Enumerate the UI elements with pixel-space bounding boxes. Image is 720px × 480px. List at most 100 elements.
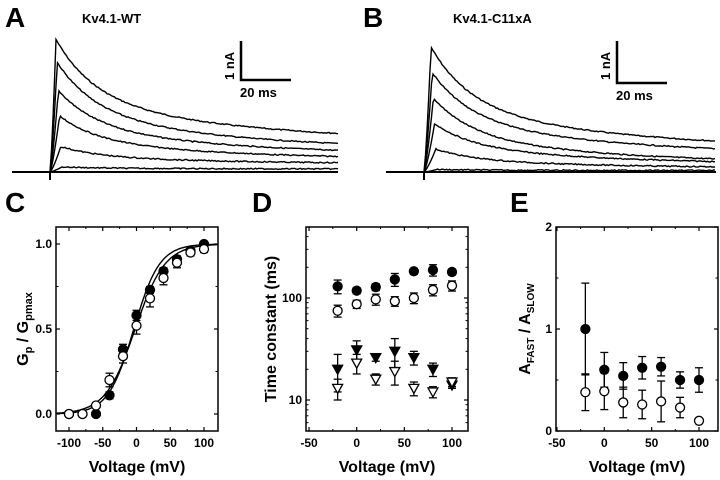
x-tick-label: 50 bbox=[164, 436, 178, 450]
open-triangle-marker bbox=[369, 374, 382, 386]
scale-bar-a: 1 nA 20 ms bbox=[222, 41, 291, 100]
x-tick-label: 0 bbox=[133, 436, 140, 450]
scale-bar-b-current-label: 1 nA bbox=[598, 51, 613, 80]
panel-letter-e: E bbox=[510, 187, 529, 218]
open-circle-marker bbox=[637, 399, 648, 410]
filled-circle-marker bbox=[104, 390, 115, 401]
open-circle-marker bbox=[198, 243, 210, 255]
open-circle-marker bbox=[427, 284, 439, 296]
current-trace bbox=[423, 97, 716, 173]
open-circle-marker bbox=[389, 296, 400, 307]
filled-triangle-marker bbox=[350, 345, 363, 357]
current-trace bbox=[49, 60, 339, 173]
open-triangle-marker bbox=[331, 383, 344, 395]
panel-b-traces bbox=[386, 45, 716, 180]
panel-c-chart: -100 -50 0 50 100 0.0 0.5 1.0 Gp / Gpmax Voltag… bbox=[15, 226, 219, 476]
open-triangle-marker bbox=[350, 358, 363, 370]
filled-circle-marker bbox=[637, 362, 648, 373]
x-tick-label: -50 bbox=[300, 436, 318, 450]
current-trace bbox=[49, 36, 339, 173]
current-trace bbox=[49, 89, 339, 173]
filled-circle-marker bbox=[351, 285, 362, 296]
open-circle-marker bbox=[674, 402, 686, 413]
scale-bar-a-current-label: 1 nA bbox=[222, 51, 237, 80]
panel-letter-d: D bbox=[252, 187, 272, 218]
open-circle-marker bbox=[370, 294, 381, 305]
y-tick-label: 1 bbox=[545, 322, 552, 336]
x-tick-label: 100 bbox=[194, 436, 214, 450]
filled-circle-marker bbox=[332, 281, 343, 292]
filled-circle-marker bbox=[693, 374, 705, 386]
filled-circle-marker bbox=[655, 361, 667, 372]
open-circle-marker bbox=[185, 247, 196, 258]
open-circle-marker bbox=[446, 280, 458, 291]
open-circle-marker bbox=[77, 408, 88, 420]
open-circle-marker bbox=[63, 408, 75, 420]
open-circle-marker bbox=[117, 351, 129, 362]
x-tick-label: 100 bbox=[689, 436, 709, 450]
y-tick-label: 2 bbox=[545, 220, 552, 234]
panel-d-chart: -50 0 50 100 10 100 Time constant (ms) Voltag… bbox=[263, 226, 469, 476]
open-circle-marker bbox=[655, 396, 667, 407]
scale-bar-a-lines bbox=[239, 41, 291, 82]
x-tick-label: 100 bbox=[442, 436, 462, 450]
panel-d-frame bbox=[305, 226, 469, 432]
panel-d-ylabel: Time constant (ms) bbox=[263, 256, 280, 402]
panel-c-ylabel: Gp / Gpmax bbox=[15, 291, 35, 366]
panel-letter-c: C bbox=[5, 187, 25, 218]
x-tick-label: -50 bbox=[94, 436, 112, 450]
filled-circle-marker bbox=[618, 370, 629, 382]
y-tick-label: 100 bbox=[282, 291, 302, 305]
filled-circle-marker bbox=[580, 323, 591, 335]
y-tick-label: 1.0 bbox=[35, 237, 52, 251]
panel-d-xlabel: Voltage (mV) bbox=[339, 459, 436, 476]
x-tick-label: -100 bbox=[57, 436, 81, 450]
x-tick-label: 50 bbox=[398, 436, 412, 450]
filled-triangle-marker bbox=[407, 353, 420, 365]
filled-circle-marker bbox=[408, 266, 420, 277]
x-tick-label: -50 bbox=[548, 436, 566, 450]
open-circle-marker bbox=[332, 305, 343, 316]
filled-circle-marker bbox=[674, 374, 686, 386]
filled-circle-marker bbox=[389, 274, 400, 285]
x-tick-label: 0 bbox=[601, 436, 608, 450]
open-circle-marker bbox=[144, 293, 156, 304]
scale-bar-b-lines bbox=[615, 41, 667, 85]
open-circle-marker bbox=[104, 374, 115, 386]
current-trace bbox=[423, 147, 716, 173]
current-trace bbox=[423, 45, 715, 173]
current-trace bbox=[423, 123, 716, 173]
filled-triangle-marker bbox=[369, 353, 382, 365]
y-tick-label: 0 bbox=[545, 424, 552, 438]
filled-circle-marker bbox=[90, 408, 102, 420]
open-circle-marker bbox=[90, 400, 102, 411]
filled-triangle-marker bbox=[388, 346, 401, 358]
panel-e-ylabel: AFAST / ASLOW bbox=[517, 283, 537, 375]
open-circle-marker bbox=[158, 272, 169, 284]
open-triangle-marker bbox=[445, 377, 459, 389]
open-circle-marker bbox=[693, 415, 705, 426]
scale-bar-b-time-label: 20 ms bbox=[616, 88, 653, 103]
filled-circle-marker bbox=[427, 264, 439, 276]
open-circle-marker bbox=[580, 387, 591, 398]
open-triangle-marker bbox=[407, 383, 420, 395]
scale-bar-b: 1 nA 20 ms bbox=[598, 41, 667, 103]
open-circle-marker bbox=[408, 292, 420, 304]
current-trace bbox=[49, 166, 339, 173]
y-tick-label: 0.5 bbox=[35, 322, 52, 336]
y-tick-label: 0.0 bbox=[35, 407, 52, 421]
panel-a-title: Kv4.1-WT bbox=[82, 11, 141, 26]
open-circle-marker bbox=[618, 397, 629, 408]
panel-c-xlabel: Voltage (mV) bbox=[89, 459, 186, 476]
open-triangle-marker bbox=[388, 366, 401, 378]
scale-bar-a-time-label: 20 ms bbox=[240, 85, 277, 100]
open-circle-marker bbox=[599, 386, 610, 397]
panel-a-traces bbox=[12, 36, 339, 180]
x-tick-label: 50 bbox=[645, 436, 659, 450]
y-tick-label: 10 bbox=[289, 393, 303, 407]
open-circle-marker bbox=[131, 320, 142, 331]
panel-e-xlabel: Voltage (mV) bbox=[589, 459, 686, 476]
panel-letter-b: B bbox=[363, 2, 383, 33]
